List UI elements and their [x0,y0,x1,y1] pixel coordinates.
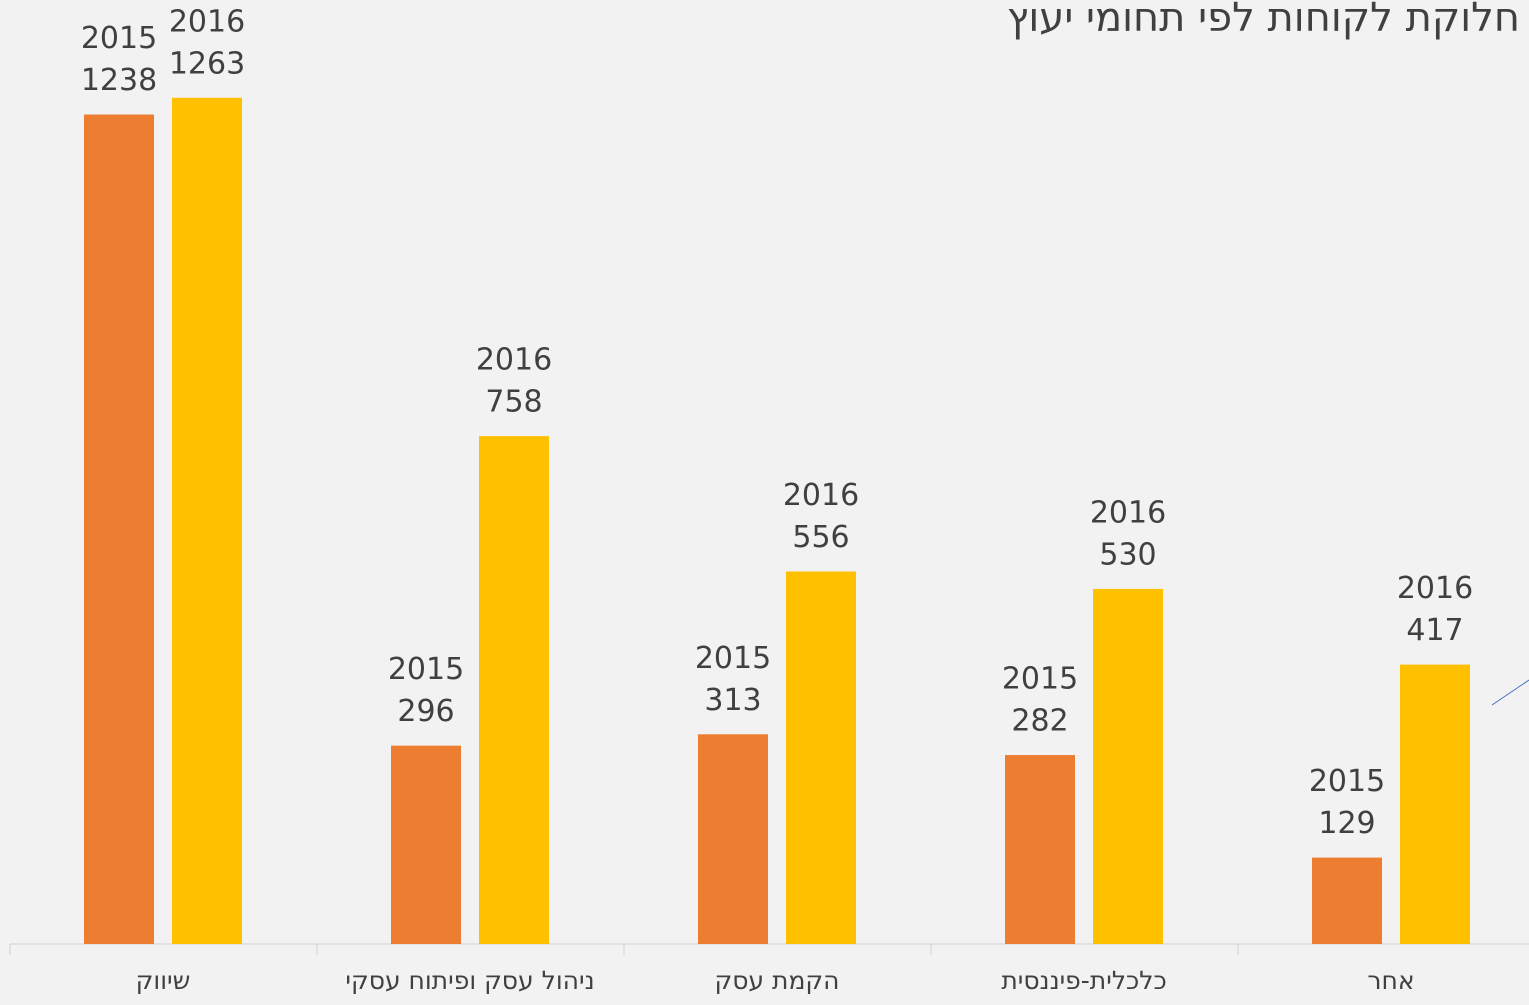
bar [698,734,768,944]
data-label: 758 [485,385,542,420]
decoration-line [1491,679,1529,706]
data-label: 296 [397,694,454,729]
data-label-series: 2015 [388,652,464,687]
bar [1093,588,1163,944]
data-label: 282 [1011,704,1068,739]
data-label: 556 [792,520,849,555]
data-label-series: 2016 [169,4,245,39]
x-tick-label: ניהול עסק ופיתוח עסקי [345,966,594,995]
data-label-series: 2016 [476,343,552,378]
data-label-series: 2015 [81,21,157,56]
x-tick-label: כלכלית-פיננסית [1001,966,1166,995]
data-label-series: 2016 [783,478,859,513]
bar [1005,755,1075,944]
data-label: 530 [1099,537,1156,572]
data-label: 1263 [169,46,245,81]
data-label: 1238 [81,63,157,98]
data-label: 313 [704,683,761,718]
bar [391,745,461,944]
x-tick-label: שיווק [136,966,191,995]
bar [84,114,154,945]
x-tick-label: אחר [1367,966,1414,995]
data-label: 129 [1318,806,1375,841]
bar [172,97,242,945]
data-label-series: 2015 [1309,764,1385,799]
data-label-series: 2016 [1090,495,1166,530]
bar [479,436,549,944]
data-label-series: 2015 [695,641,771,676]
data-label-series: 2015 [1002,662,1078,697]
data-label-series: 2016 [1397,571,1473,606]
data-label: 417 [1406,613,1463,648]
bar [1400,664,1470,944]
bar [786,571,856,944]
bar [1312,857,1382,944]
chart-title: חלוקת לקוחות לפי תחומי יעוץ [1007,0,1520,41]
x-tick-label: הקמת עסק [714,966,839,995]
